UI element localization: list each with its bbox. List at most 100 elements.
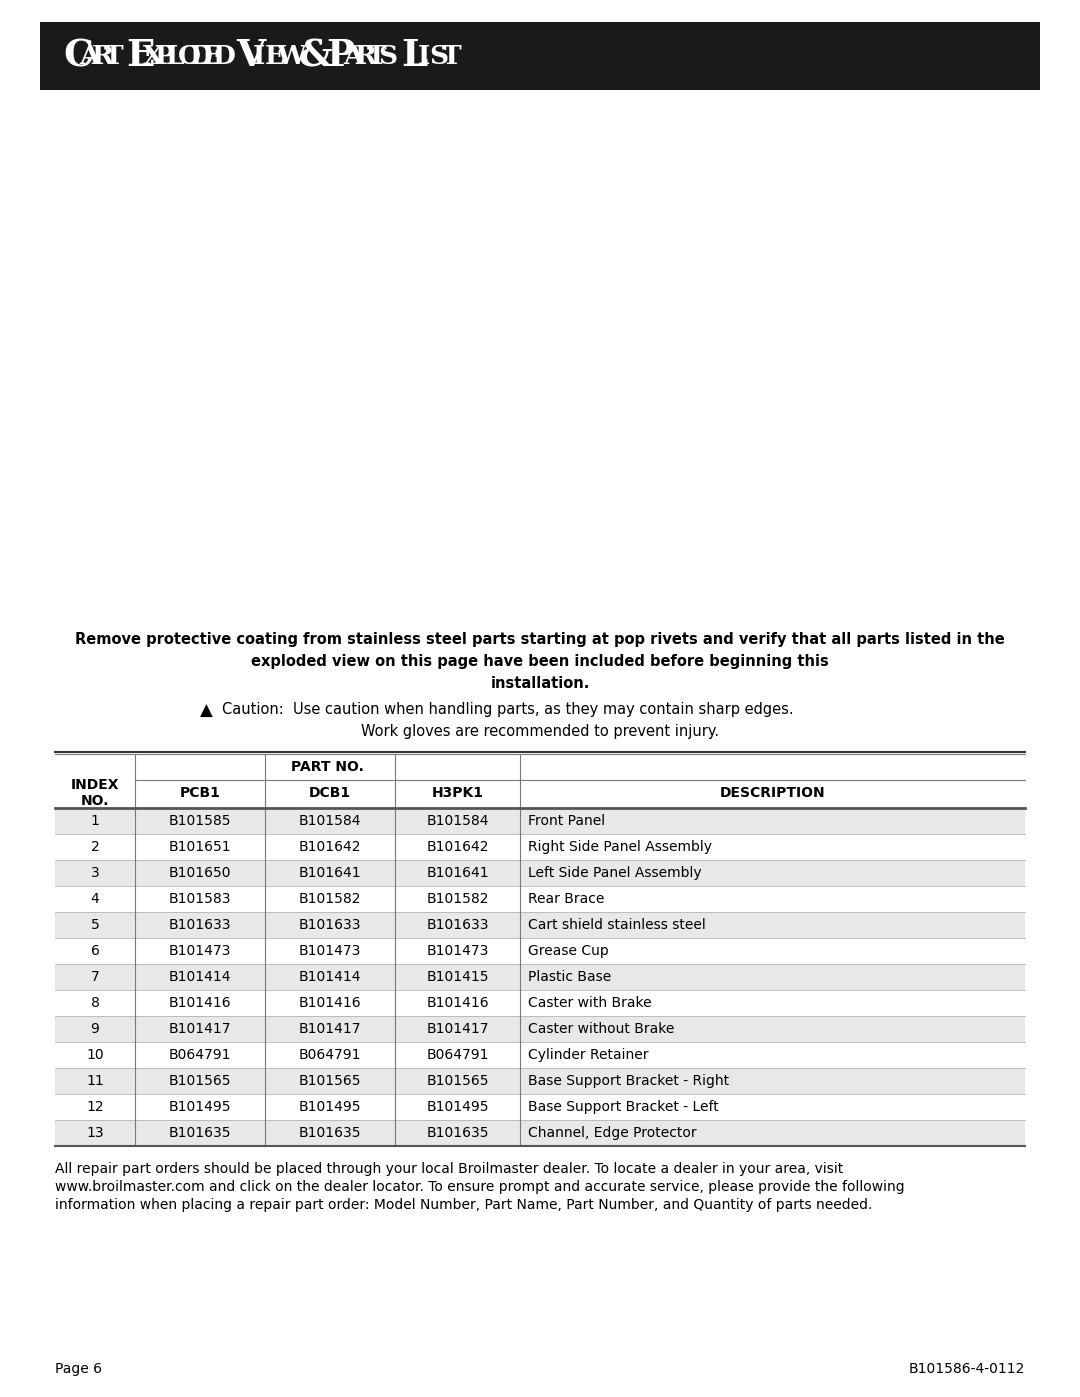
Text: installation.: installation. [490,676,590,692]
Text: D: D [214,43,237,68]
Text: E: E [265,43,284,68]
Text: Grease Cup: Grease Cup [528,944,609,958]
Text: B101633: B101633 [427,918,489,932]
Text: B101565: B101565 [168,1074,231,1088]
Text: B101414: B101414 [168,970,231,983]
Text: B101641: B101641 [427,866,489,880]
Text: B101416: B101416 [168,996,231,1010]
Text: information when placing a repair part order: Model Number, Part Name, Part Numb: information when placing a repair part o… [55,1199,873,1213]
Text: B101416: B101416 [299,996,362,1010]
Text: W: W [276,43,306,68]
Text: B101473: B101473 [168,944,231,958]
Text: L: L [401,38,428,74]
Text: S: S [430,43,448,68]
Text: Channel, Edge Protector: Channel, Edge Protector [528,1126,697,1140]
Text: R: R [355,43,377,68]
Text: Page 6: Page 6 [55,1362,102,1376]
Text: B101414: B101414 [299,970,361,983]
Bar [55,886,1025,912]
Text: C: C [63,38,93,74]
Text: L: L [166,43,185,68]
Text: B101582: B101582 [427,893,489,907]
Bar [55,834,1025,861]
Text: B101642: B101642 [299,840,361,854]
Text: B101565: B101565 [427,1074,489,1088]
Text: B101633: B101633 [299,918,361,932]
Text: 3: 3 [91,866,99,880]
Text: B101415: B101415 [427,970,489,983]
Text: 5: 5 [91,918,99,932]
Text: B064791: B064791 [299,1048,361,1062]
Text: Base Support Bracket - Left: Base Support Bracket - Left [528,1099,719,1113]
Bar [55,861,1025,886]
Text: Caster with Brake: Caster with Brake [528,996,651,1010]
Text: P: P [154,43,174,68]
Text: B101583: B101583 [168,893,231,907]
Bar [55,990,1025,1016]
Text: 6: 6 [91,944,99,958]
Bar [55,807,1025,834]
Text: Caution:  Use caution when handling parts, as they may contain sharp edges.: Caution: Use caution when handling parts… [222,703,794,717]
Text: B101416: B101416 [427,996,489,1010]
Text: Rear Brace: Rear Brace [528,893,605,907]
Text: H3PK1: H3PK1 [432,787,484,800]
Text: B101473: B101473 [299,944,361,958]
Text: Work gloves are recommended to prevent injury.: Work gloves are recommended to prevent i… [361,724,719,739]
Text: V: V [235,38,265,74]
Text: X: X [143,43,163,68]
Bar [40,22,1040,89]
Text: B101650: B101650 [168,866,231,880]
Bar [55,1067,1025,1094]
Text: T: T [104,43,123,68]
Text: &: & [299,38,333,74]
Text: DESCRIPTION: DESCRIPTION [719,787,825,800]
Text: B064791: B064791 [168,1048,231,1062]
Text: Cart shield stainless steel: Cart shield stainless steel [528,918,705,932]
Text: B101584: B101584 [427,814,489,828]
Text: B101584: B101584 [299,814,361,828]
Text: D: D [190,43,213,68]
Text: 12: 12 [86,1099,104,1113]
Text: B101635: B101635 [168,1126,231,1140]
Text: 1: 1 [91,814,99,828]
Bar [55,912,1025,937]
Text: T: T [366,43,387,68]
Text: E: E [202,43,221,68]
Text: I: I [253,43,265,68]
Text: INDEX
NO.: INDEX NO. [71,778,119,807]
Text: Caster without Brake: Caster without Brake [528,1023,674,1037]
Text: O: O [178,43,201,68]
Text: I: I [418,43,430,68]
Bar [55,937,1025,964]
Text: T: T [442,43,461,68]
Text: S: S [378,43,397,68]
Bar [55,1042,1025,1067]
Text: B101585: B101585 [168,814,231,828]
Text: Plastic Base: Plastic Base [528,970,611,983]
Text: 9: 9 [91,1023,99,1037]
Text: R: R [92,43,113,68]
Bar [55,1120,1025,1146]
Text: 11: 11 [86,1074,104,1088]
Text: Left Side Panel Assembly: Left Side Panel Assembly [528,866,702,880]
Text: E: E [126,38,154,74]
Text: B101582: B101582 [299,893,361,907]
Text: B101495: B101495 [168,1099,231,1113]
Text: Cylinder Retainer: Cylinder Retainer [528,1048,648,1062]
Text: B064791: B064791 [427,1048,489,1062]
Text: A: A [80,43,100,68]
Text: ▲: ▲ [200,703,213,719]
Bar [55,1016,1025,1042]
Text: B101635: B101635 [299,1126,361,1140]
Bar [55,964,1025,990]
Text: B101633: B101633 [168,918,231,932]
Text: B101565: B101565 [299,1074,361,1088]
Text: P: P [326,38,354,74]
Text: www.broilmaster.com and click on the dealer locator. To ensure prompt and accura: www.broilmaster.com and click on the dea… [55,1180,905,1194]
Text: Right Side Panel Assembly: Right Side Panel Assembly [528,840,712,854]
Text: PCB1: PCB1 [179,787,220,800]
Text: Front Panel: Front Panel [528,814,605,828]
Text: 4: 4 [91,893,99,907]
Text: B101473: B101473 [427,944,488,958]
Text: exploded view on this page have been included before beginning this: exploded view on this page have been inc… [252,654,828,669]
